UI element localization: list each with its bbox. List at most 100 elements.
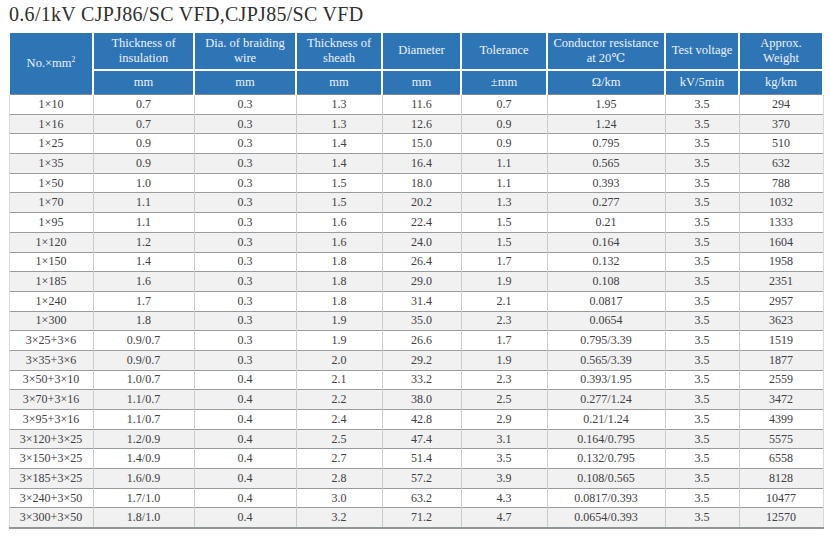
table-row: 1×2401.70.31.831.42.10.08173.52957 bbox=[9, 291, 823, 311]
cell-diameter: 47.4 bbox=[382, 429, 461, 449]
cell-diameter: 26.4 bbox=[382, 252, 461, 272]
cell-diameter: 33.2 bbox=[382, 370, 461, 390]
cell-diameter: 38.0 bbox=[382, 390, 461, 410]
cell-test-voltage: 3.5 bbox=[665, 114, 739, 134]
cell-braiding-wire-dia: 0.3 bbox=[194, 154, 296, 174]
cell-conductor-resistance: 0.0654 bbox=[547, 311, 665, 331]
cell-braiding-wire-dia: 0.3 bbox=[194, 213, 296, 233]
cell-conductor-resistance: 0.108 bbox=[547, 272, 665, 292]
cell-insulation-thickness: 0.9/0.7 bbox=[93, 331, 194, 351]
cell-tolerance: 1.5 bbox=[461, 213, 547, 233]
cell-approx-weight: 10477 bbox=[739, 488, 823, 508]
cell-size: 3×185+3×25 bbox=[9, 469, 93, 489]
cell-approx-weight: 6558 bbox=[739, 449, 823, 469]
cell-tolerance: 3.9 bbox=[461, 469, 547, 489]
cell-size: 1×240 bbox=[9, 291, 93, 311]
cell-sheath-thickness: 2.8 bbox=[296, 469, 382, 489]
cell-size: 1×16 bbox=[9, 114, 93, 134]
cell-sheath-thickness: 2.2 bbox=[296, 390, 382, 410]
cell-conductor-resistance: 0.164 bbox=[547, 232, 665, 252]
cell-diameter: 31.4 bbox=[382, 291, 461, 311]
cell-size: 1×50 bbox=[9, 173, 93, 193]
cell-size: 1×185 bbox=[9, 272, 93, 292]
cell-insulation-thickness: 0.9 bbox=[93, 134, 194, 154]
cell-tolerance: 0.9 bbox=[461, 114, 547, 134]
cell-size: 1×150 bbox=[9, 252, 93, 272]
cell-diameter: 71.2 bbox=[382, 508, 461, 528]
cell-sheath-thickness: 3.0 bbox=[296, 488, 382, 508]
cell-tolerance: 0.7 bbox=[461, 95, 547, 115]
cell-conductor-resistance: 0.565/3.39 bbox=[547, 350, 665, 370]
cell-size: 1×35 bbox=[9, 154, 93, 174]
table-row: 1×100.70.31.311.60.71.953.5294 bbox=[9, 95, 823, 115]
cell-diameter: 11.6 bbox=[382, 95, 461, 115]
cell-tolerance: 1.5 bbox=[461, 232, 547, 252]
cell-conductor-resistance: 0.0817 bbox=[547, 291, 665, 311]
col-header-test-voltage: Test voltage bbox=[665, 32, 739, 70]
col-header-size: No.×mm2 bbox=[9, 32, 93, 95]
cell-approx-weight: 3623 bbox=[739, 311, 823, 331]
col-header-insulation-thickness: Thickness of insulation bbox=[93, 32, 194, 70]
cell-test-voltage: 3.5 bbox=[665, 95, 739, 115]
cell-conductor-resistance: 0.164/0.795 bbox=[547, 429, 665, 449]
table-row: 3×300+3×501.8/1.00.43.271.24.70.0654/0.3… bbox=[9, 508, 823, 528]
cell-sheath-thickness: 1.8 bbox=[296, 272, 382, 292]
cell-approx-weight: 1032 bbox=[739, 193, 823, 213]
cell-sheath-thickness: 1.5 bbox=[296, 173, 382, 193]
cell-approx-weight: 1604 bbox=[739, 232, 823, 252]
cell-tolerance: 2.5 bbox=[461, 390, 547, 410]
cell-sheath-thickness: 1.4 bbox=[296, 134, 382, 154]
cell-approx-weight: 8128 bbox=[739, 469, 823, 489]
cell-tolerance: 3.5 bbox=[461, 449, 547, 469]
cell-tolerance: 1.7 bbox=[461, 252, 547, 272]
cell-insulation-thickness: 1.7/1.0 bbox=[93, 488, 194, 508]
cell-approx-weight: 4399 bbox=[739, 410, 823, 430]
cell-tolerance: 2.3 bbox=[461, 311, 547, 331]
cell-insulation-thickness: 1.2 bbox=[93, 232, 194, 252]
table-body: 1×100.70.31.311.60.71.953.52941×160.70.3… bbox=[9, 95, 823, 529]
cell-conductor-resistance: 0.0817/0.393 bbox=[547, 488, 665, 508]
cell-insulation-thickness: 1.8 bbox=[93, 311, 194, 331]
cell-size: 3×35+3×6 bbox=[9, 350, 93, 370]
col-header-diameter: Diameter bbox=[382, 32, 461, 70]
cell-braiding-wire-dia: 0.3 bbox=[194, 232, 296, 252]
cell-braiding-wire-dia: 0.3 bbox=[194, 350, 296, 370]
cell-insulation-thickness: 1.8/1.0 bbox=[93, 508, 194, 528]
cell-sheath-thickness: 2.4 bbox=[296, 410, 382, 430]
cell-sheath-thickness: 1.6 bbox=[296, 213, 382, 233]
cell-approx-weight: 294 bbox=[739, 95, 823, 115]
col-unit-tolerance: ±mm bbox=[461, 70, 547, 95]
cell-sheath-thickness: 2.0 bbox=[296, 350, 382, 370]
cell-conductor-resistance: 0.393 bbox=[547, 173, 665, 193]
col-unit-braiding-wire-dia: mm bbox=[194, 70, 296, 95]
table-row: 1×1851.60.31.829.01.90.1083.52351 bbox=[9, 272, 823, 292]
cell-test-voltage: 3.5 bbox=[665, 252, 739, 272]
cell-sheath-thickness: 1.3 bbox=[296, 114, 382, 134]
cell-diameter: 18.0 bbox=[382, 173, 461, 193]
cell-sheath-thickness: 1.8 bbox=[296, 291, 382, 311]
cell-tolerance: 1.1 bbox=[461, 173, 547, 193]
cell-insulation-thickness: 0.7 bbox=[93, 114, 194, 134]
cell-braiding-wire-dia: 0.4 bbox=[194, 410, 296, 430]
cell-sheath-thickness: 1.8 bbox=[296, 252, 382, 272]
cell-conductor-resistance: 1.24 bbox=[547, 114, 665, 134]
cell-approx-weight: 510 bbox=[739, 134, 823, 154]
cell-size: 1×120 bbox=[9, 232, 93, 252]
cell-conductor-resistance: 0.393/1.95 bbox=[547, 370, 665, 390]
cell-conductor-resistance: 0.565 bbox=[547, 154, 665, 174]
cell-approx-weight: 5575 bbox=[739, 429, 823, 449]
cell-conductor-resistance: 0.0654/0.393 bbox=[547, 508, 665, 528]
cell-approx-weight: 2559 bbox=[739, 370, 823, 390]
cell-sheath-thickness: 3.2 bbox=[296, 508, 382, 528]
cell-conductor-resistance: 1.95 bbox=[547, 95, 665, 115]
cell-sheath-thickness: 1.9 bbox=[296, 331, 382, 351]
cell-diameter: 29.2 bbox=[382, 350, 461, 370]
cell-diameter: 22.4 bbox=[382, 213, 461, 233]
cell-test-voltage: 3.5 bbox=[665, 272, 739, 292]
cell-size: 3×120+3×25 bbox=[9, 429, 93, 449]
cell-braiding-wire-dia: 0.3 bbox=[194, 95, 296, 115]
cell-sheath-thickness: 1.6 bbox=[296, 232, 382, 252]
cell-tolerance: 2.9 bbox=[461, 410, 547, 430]
cell-sheath-thickness: 2.7 bbox=[296, 449, 382, 469]
cell-insulation-thickness: 0.9/0.7 bbox=[93, 350, 194, 370]
